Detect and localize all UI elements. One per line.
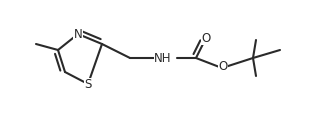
Text: NH: NH xyxy=(154,51,172,65)
Text: O: O xyxy=(218,61,228,73)
Text: O: O xyxy=(201,31,211,45)
Text: S: S xyxy=(84,78,92,92)
Text: N: N xyxy=(74,27,82,41)
